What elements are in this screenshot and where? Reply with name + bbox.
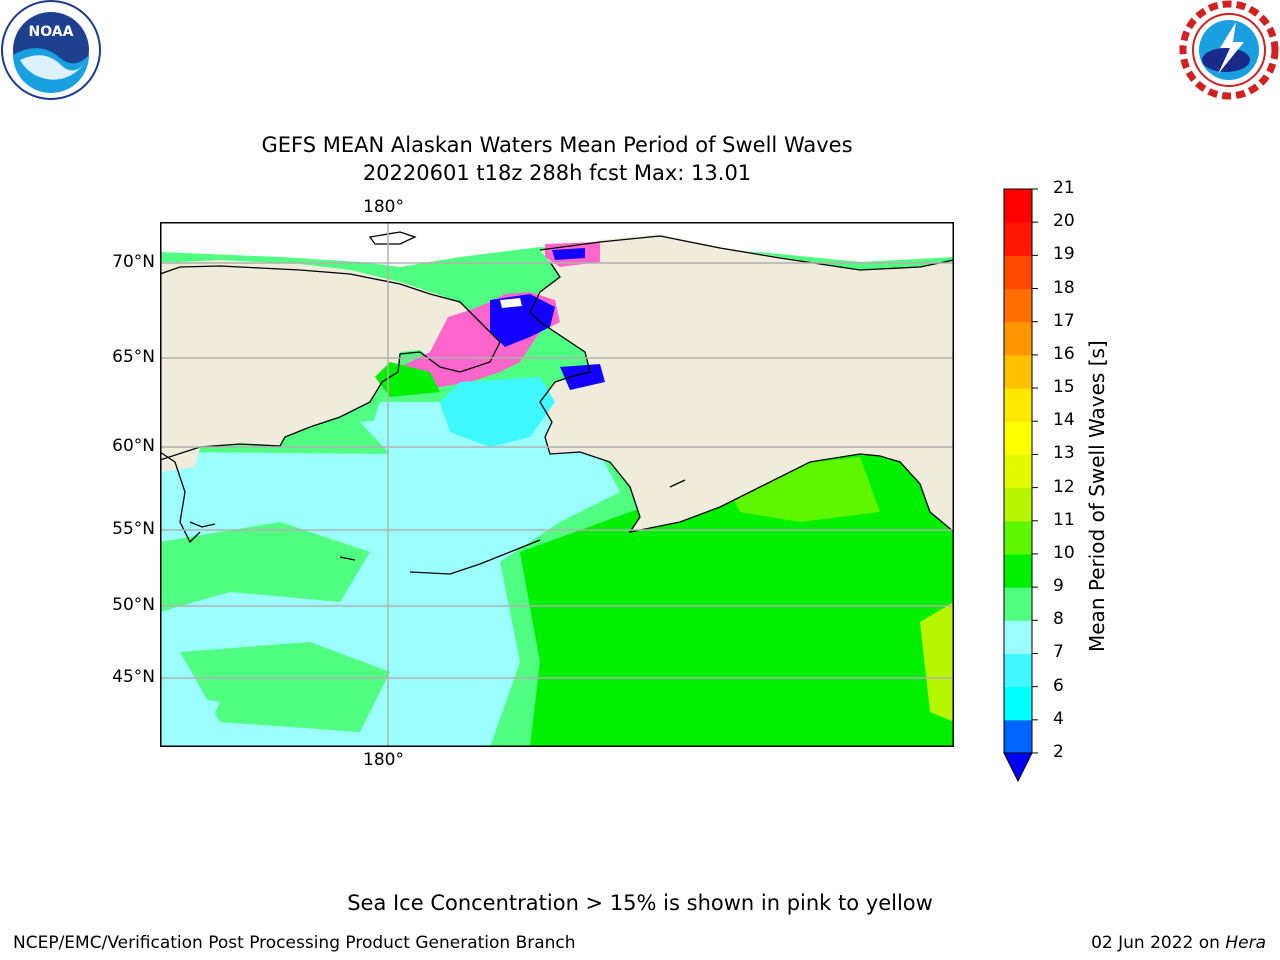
- colorbar-tick-label: 4: [1053, 708, 1064, 729]
- land-alaska: [530, 234, 954, 532]
- colorbar-tick-label: 19: [1053, 244, 1075, 265]
- colorbar-segment: [1004, 288, 1032, 323]
- lon-label-top: 180°: [363, 197, 404, 217]
- colorbar-segment: [1004, 520, 1032, 555]
- lat-label-70n: 70°N: [112, 252, 155, 272]
- chart-subtitle: 20220601 t18z 288h fcst Max: 13.01: [362, 161, 752, 185]
- graticule: [160, 222, 954, 747]
- colorbar-segment: [1004, 222, 1032, 256]
- colorbar-tick-label: 2: [1053, 742, 1064, 762]
- swell-region-10-11s-east: [520, 454, 954, 747]
- lat-label-65n: 65°N: [112, 347, 155, 367]
- colorbar-tick-label: 7: [1053, 642, 1064, 663]
- chart-title: GEFS MEAN Alaskan Waters Mean Period of …: [261, 133, 853, 157]
- colorbar-segment: [1004, 553, 1032, 588]
- colorbar-outline: [1003, 188, 1033, 754]
- lon-label-bottom: 180°: [363, 750, 404, 770]
- colorbar-tick-label: 16: [1053, 343, 1075, 364]
- credit-line: NCEP/EMC/Verification Post Processing Pr…: [13, 933, 576, 953]
- colorbar-tick-label: 18: [1053, 277, 1075, 298]
- colorbar-segment: [1004, 421, 1032, 455]
- nws-logo: [1179, 0, 1279, 100]
- colorbar-segment: [1004, 620, 1032, 654]
- colorbar-segment: [1004, 354, 1032, 389]
- datestamp: 02 Jun 2022 on Hera: [1091, 933, 1266, 953]
- colorbar-segment: [1004, 653, 1032, 688]
- colorbar-tick-label: 12: [1053, 476, 1075, 497]
- colorbar-tick-label: 6: [1053, 675, 1064, 696]
- colorbar-segment: [1004, 686, 1032, 721]
- lat-label-55n: 55°N: [112, 519, 155, 539]
- svg-text:NOAA: NOAA: [29, 24, 74, 40]
- colorbar-under-arrow: [1003, 752, 1033, 783]
- colorbar-segment: [1004, 487, 1032, 522]
- datestamp-date: 02 Jun 2022 on: [1091, 933, 1226, 953]
- lat-label-60n: 60°N: [112, 436, 155, 456]
- map-panel: [160, 222, 954, 747]
- colorbar-tick-label: 14: [1053, 410, 1075, 431]
- colorbar-segment: [1004, 321, 1032, 356]
- colorbar-tick-label: 11: [1053, 509, 1075, 530]
- lat-label-45n: 45°N: [112, 667, 155, 687]
- colorbar-segment: [1004, 255, 1032, 290]
- datestamp-machine: Hera: [1225, 933, 1266, 953]
- colorbar-label: Mean Period of Swell Waves [s]: [1085, 340, 1109, 652]
- colorbar-tick-label: 21: [1053, 178, 1075, 198]
- colorbar-tick-label: 17: [1053, 310, 1075, 331]
- lat-label-50n: 50°N: [112, 595, 155, 615]
- land-russia: [160, 222, 500, 460]
- colorbar-segment: [1004, 388, 1032, 422]
- sea-ice-footnote: Sea Ice Concentration > 15% is shown in …: [347, 891, 933, 915]
- colorbar-tick-label: 20: [1053, 211, 1075, 232]
- colorbar-tick-label: 9: [1053, 576, 1064, 597]
- colorbar-segment: [1004, 454, 1032, 489]
- colorbar-tick-label: 8: [1053, 609, 1064, 630]
- colorbar-tick-label: 13: [1053, 443, 1075, 464]
- noaa-logo: NOAA: [1, 0, 101, 100]
- colorbar-segment: [1004, 587, 1032, 621]
- colorbar-tick-label: 10: [1053, 542, 1075, 563]
- colorbar: [1003, 188, 1038, 783]
- colorbar-tick-label: 15: [1053, 377, 1075, 398]
- colorbar-segment: [1004, 719, 1032, 754]
- colorbar-segment: [1004, 189, 1032, 223]
